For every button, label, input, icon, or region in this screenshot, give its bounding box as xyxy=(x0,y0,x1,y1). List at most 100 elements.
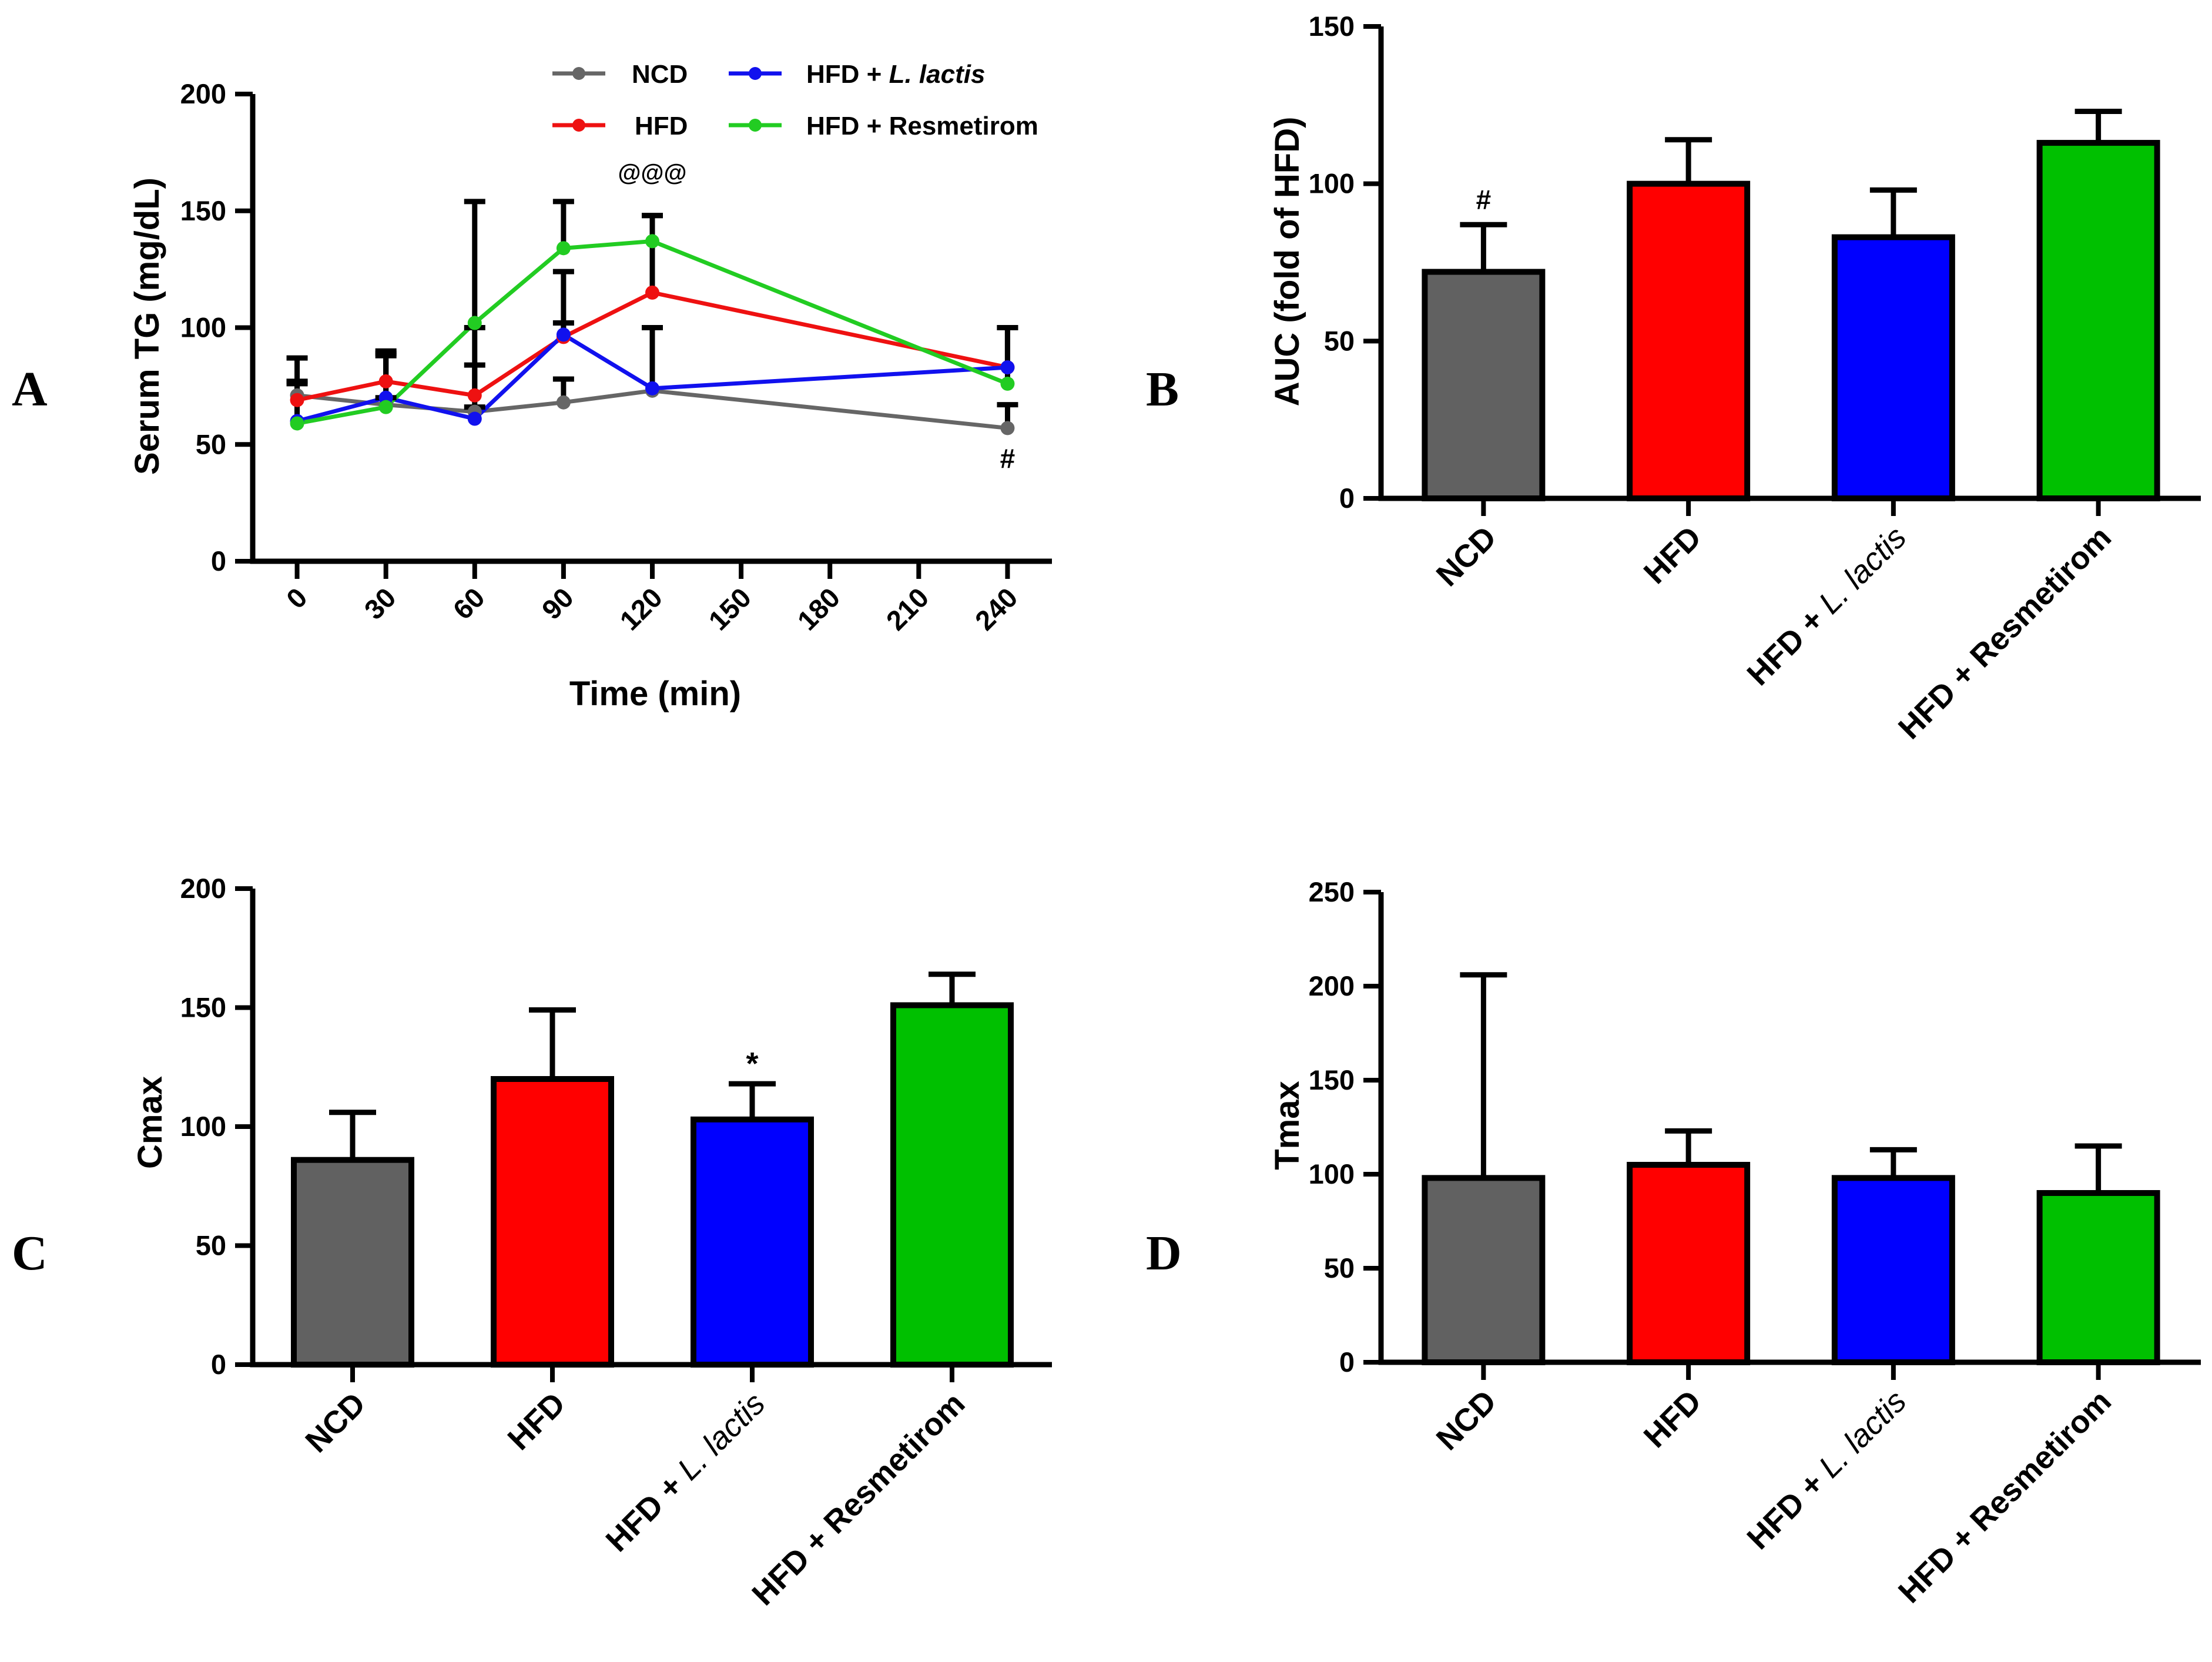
panel-a-yticks: 0 50 100 150 200 xyxy=(180,78,253,577)
panel-a-data-point xyxy=(467,411,482,426)
panel-a-data-point xyxy=(378,374,393,388)
panel-a-data-point xyxy=(467,388,482,403)
panel-a-data-point xyxy=(1000,360,1015,375)
panel-a-data-point xyxy=(290,393,304,407)
panel-b-error-bars xyxy=(1460,109,2122,272)
panel-d-bars xyxy=(1422,1162,2160,1366)
panel-a-xticks: 0 30 60 90 120 150 180 210 240 xyxy=(280,561,1024,636)
panel-a-xtick-label: 60 xyxy=(447,582,490,625)
panel-a-annotation-240: # xyxy=(1000,443,1015,474)
panel-a-data-point xyxy=(645,381,659,396)
panel-a-series-line xyxy=(296,332,1008,423)
panel-c-category-label: HFD + L. lactis xyxy=(599,1386,772,1559)
category-lactis-italic: L. lactis xyxy=(671,1386,772,1487)
panel-b-ytick-label: 0 xyxy=(1339,482,1355,514)
panel-c-annotation-lactis: * xyxy=(746,1046,758,1081)
panel-d-bar-chart: Tmax 0 50 100 150 200 250 NCD HFD HFD + L. lact… xyxy=(1268,876,2201,1610)
panel-letter-a: A xyxy=(12,362,48,417)
panel-letter-c: C xyxy=(12,1226,48,1281)
legend-marker-ncd xyxy=(572,67,585,80)
legend-marker-hfd xyxy=(572,119,585,132)
panel-a-ylabel: Serum TG (mg/dL) xyxy=(128,177,166,475)
category-lactis-prefix: HFD + xyxy=(1740,596,1836,692)
legend-entry-ncd: NCD xyxy=(552,60,688,89)
panel-c-ytick-label: 50 xyxy=(196,1230,226,1261)
legend-entry-resmetirom: HFD + Resmetirom xyxy=(729,112,1038,140)
panel-a-series-line xyxy=(296,290,1008,403)
panel-d-ytick-label: 150 xyxy=(1309,1064,1355,1095)
category-lactis-italic: L. lactis xyxy=(1812,1383,1913,1485)
legend-label-lactis: HFD + L. lactis xyxy=(806,60,985,89)
panel-c-ytick-label: 0 xyxy=(211,1349,226,1380)
panel-a-data-point xyxy=(556,327,571,342)
panel-d-category-label: HFD xyxy=(1637,1383,1708,1455)
panel-letter-b: B xyxy=(1146,362,1179,417)
panel-a-xtick-label: 150 xyxy=(702,582,757,636)
panel-b-ytick-label: 100 xyxy=(1309,168,1355,199)
panel-c-ytick-label: 200 xyxy=(180,873,226,904)
panel-a-xlabel: Time (min) xyxy=(569,675,741,713)
panel-a-data-point xyxy=(1000,421,1015,435)
legend-label-resmetirom: HFD + Resmetirom xyxy=(806,112,1038,140)
panel-b-ytick-label: 50 xyxy=(1324,325,1355,356)
panel-a-xtick-label: 90 xyxy=(536,582,579,625)
panel-d-bar xyxy=(1831,1175,1955,1366)
category-lactis-prefix: HFD + xyxy=(1740,1460,1836,1556)
panel-a-ytick-label: 100 xyxy=(180,312,226,343)
panel-d-error-bars xyxy=(1460,972,2122,1193)
panel-d-bar xyxy=(2036,1190,2160,1365)
panel-a-annotation-120: @@@ xyxy=(618,160,686,186)
panel-a-ytick-label: 50 xyxy=(196,428,226,460)
panel-b-bar xyxy=(1831,234,1955,501)
panel-c-ytick-label: 150 xyxy=(180,992,226,1023)
panel-a-xtick-label: 180 xyxy=(791,582,846,636)
legend-label-hfd: HFD xyxy=(635,112,688,140)
category-lactis-italic: L. lactis xyxy=(1812,520,1913,621)
panel-c-bar xyxy=(491,1076,614,1368)
panel-a-series-lines xyxy=(296,239,1008,430)
panel-b-yticks: 0 50 100 150 xyxy=(1309,11,1381,514)
panel-d-ytick-label: 100 xyxy=(1309,1158,1355,1189)
legend-lactis-prefix: HFD + xyxy=(806,60,889,89)
category-lactis-prefix: HFD + xyxy=(599,1462,696,1559)
panel-b-category-label: HFD + Resmetirom xyxy=(1892,520,2118,746)
panel-a-points xyxy=(290,234,1015,435)
panel-b-category-label: HFD xyxy=(1637,520,1708,591)
panel-d-ytick-label: 0 xyxy=(1339,1346,1355,1378)
panel-c-category-label: HFD xyxy=(501,1386,572,1457)
panel-b-ylabel: AUC (fold of HFD) xyxy=(1268,117,1306,407)
panel-b-annotation-ncd: # xyxy=(1476,184,1492,215)
panel-letter-d: D xyxy=(1146,1226,1182,1281)
panel-d-bar xyxy=(1422,1175,1546,1366)
panel-b-ytick-label: 150 xyxy=(1309,11,1355,42)
panel-d-ytick-label: 250 xyxy=(1309,876,1355,907)
panel-d-category-label: HFD + L. lactis xyxy=(1740,1383,1913,1556)
panel-c-yticks: 0 50 100 150 200 xyxy=(180,873,253,1380)
panel-a-data-point xyxy=(556,241,571,256)
panel-d-ytick-label: 200 xyxy=(1309,970,1355,1001)
panel-c-bar xyxy=(890,1002,1014,1368)
panel-a-data-point xyxy=(467,316,482,330)
legend-marker-resmetirom xyxy=(749,119,762,132)
legend-marker-lactis xyxy=(749,67,762,80)
panel-a-legend: NCD HFD HFD + L. lactis HFD + Resmetirom xyxy=(552,60,1038,140)
panel-b-bar xyxy=(1627,180,1751,501)
panel-b-category-label: HFD + L. lactis xyxy=(1740,520,1913,692)
panel-a-data-point xyxy=(556,395,571,410)
panel-d-ytick-label: 50 xyxy=(1324,1252,1355,1284)
panel-c-bar xyxy=(291,1157,414,1368)
panel-a-ytick-label: 0 xyxy=(211,545,226,577)
panel-a-data-point xyxy=(378,400,393,414)
panel-c-category-label: HFD + Resmetirom xyxy=(745,1386,971,1612)
panel-c-category-label: NCD xyxy=(299,1386,372,1459)
panel-c-bars xyxy=(291,1002,1014,1368)
panel-a-data-point xyxy=(645,234,659,249)
panel-a-data-point xyxy=(290,416,304,431)
panel-d-bar xyxy=(1627,1162,1751,1365)
panel-d-ylabel: Tmax xyxy=(1268,1081,1306,1170)
panel-b-bars xyxy=(1422,140,2160,502)
